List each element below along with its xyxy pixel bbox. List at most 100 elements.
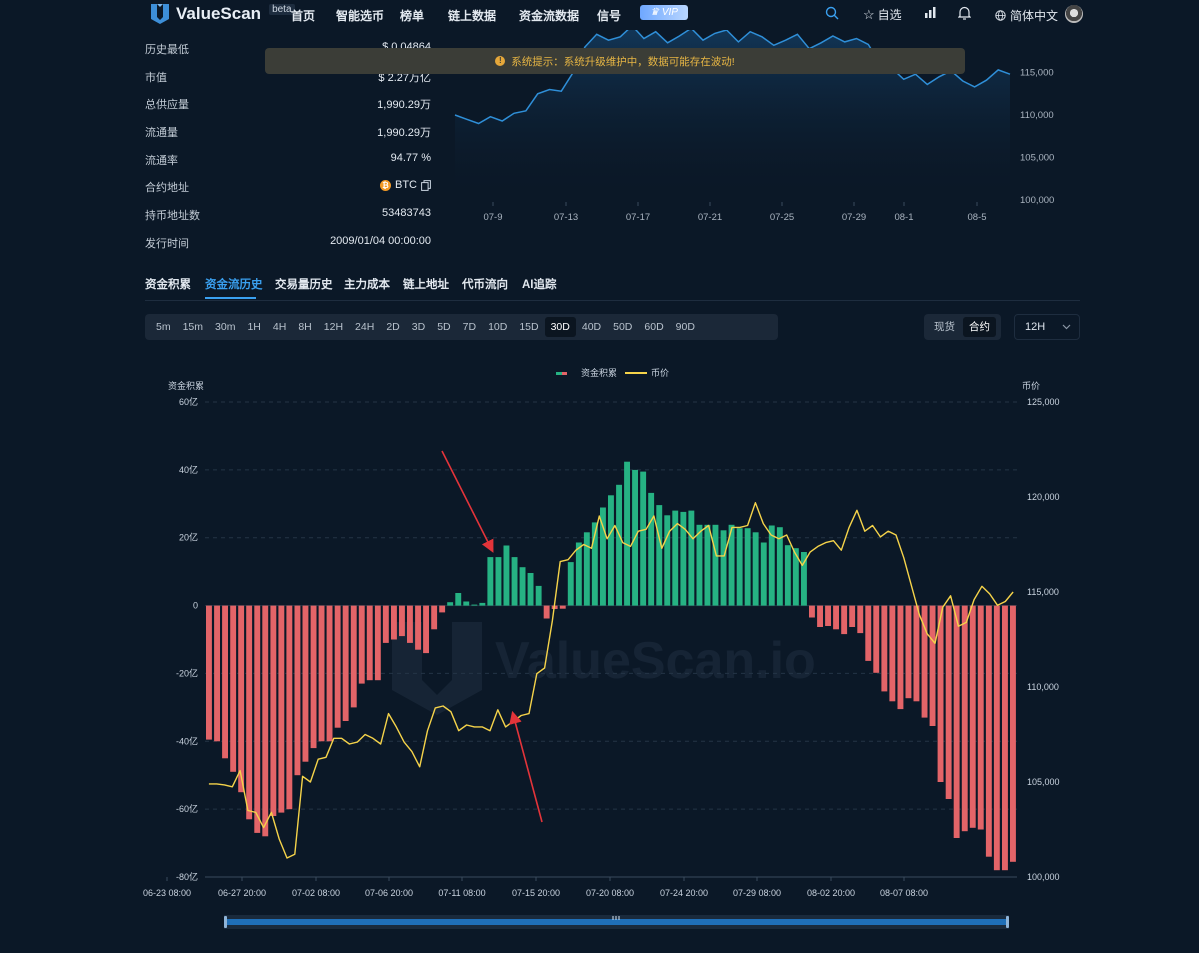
y-left-tick: 60亿 [179, 396, 198, 407]
tab-main-cost[interactable]: 主力成本 [344, 279, 390, 291]
fund-bar [575, 542, 582, 606]
fund-bar [334, 605, 341, 728]
fund-bar [768, 525, 775, 606]
period-30d[interactable]: 30D [544, 317, 576, 337]
period-10d[interactable]: 10D [488, 321, 508, 333]
nav-item-home[interactable]: 首页 [291, 9, 316, 23]
fund-bar [825, 605, 831, 626]
fund-bar [921, 605, 928, 718]
valuescan-logo-icon [151, 4, 169, 24]
period-2d[interactable]: 2D [386, 321, 400, 333]
favorites-button[interactable]: ☆ 自选 [863, 6, 902, 23]
search-icon[interactable] [825, 6, 839, 20]
period-30m[interactable]: 30m [215, 321, 236, 333]
logo[interactable]: ValueScan beta [150, 3, 295, 25]
period-15d[interactable]: 15D [519, 321, 539, 333]
slider-grip-icon[interactable] [612, 916, 620, 920]
fund-bar [310, 605, 317, 749]
tab-volume-history[interactable]: 交易量历史 [275, 279, 333, 291]
chart-zoom-slider[interactable] [224, 915, 1009, 929]
fund-bar [897, 605, 904, 710]
fund-bar [961, 605, 968, 832]
fund-bar [471, 604, 478, 606]
nav-item-onchain-data[interactable]: 链上数据 [448, 9, 497, 23]
info-row-holder-addresses: 持币地址数 53483743 [145, 204, 431, 224]
avatar[interactable] [1065, 5, 1083, 23]
fund-bar [238, 605, 245, 793]
period-50d[interactable]: 50D [613, 321, 633, 333]
x-tick: 07-06 20:00 [365, 888, 413, 898]
market-spot[interactable]: 现货 [934, 321, 955, 333]
period-8h[interactable]: 8H [298, 321, 312, 333]
info-row-circulating-supply: 流通量 1,990.29万 [145, 121, 431, 141]
period-40d[interactable]: 40D [581, 321, 602, 333]
fund-bar [455, 593, 462, 606]
chart-icon[interactable] [924, 6, 937, 19]
price-line [208, 501, 1014, 859]
app-name: ValueScan [176, 4, 262, 23]
period-4h[interactable]: 4H [272, 321, 287, 333]
slider-right-handle[interactable] [1006, 916, 1009, 928]
period-15m[interactable]: 15m [182, 321, 204, 333]
copy-icon[interactable] [421, 179, 431, 191]
tab-onchain-address[interactable]: 链上地址 [403, 279, 449, 291]
nav-item-smart-picks[interactable]: 智能选币 [336, 9, 385, 23]
legend-price: 币价 [651, 368, 669, 378]
period-1h[interactable]: 1H [247, 321, 261, 333]
mini-y-tick: 100,000 [1020, 195, 1054, 206]
fund-bar [945, 605, 952, 799]
legend-swatch-price [625, 372, 647, 374]
fund-bar [809, 605, 815, 618]
fund-bar [736, 528, 743, 606]
tab-fund-flow-history[interactable]: 资金流历史 [205, 279, 263, 291]
fund-bar [672, 510, 679, 606]
fund-bar [423, 605, 429, 654]
info-label: 总供应量 [145, 99, 189, 111]
fund-bar [407, 605, 413, 643]
beta-badge: beta [269, 3, 295, 15]
y-left-axis-name: 资金积累 [168, 380, 204, 391]
info-row-total-supply: 总供应量 1,990.29万 [145, 93, 431, 113]
y-right-tick: 100,000 [1027, 872, 1060, 882]
fund-bar [527, 573, 534, 606]
crown-icon: ♛ [650, 7, 660, 18]
slider-left-handle[interactable] [224, 916, 227, 928]
market-futures[interactable]: 合约 [963, 317, 996, 337]
nav-item-fund-flow[interactable]: 资金流数据 [519, 9, 580, 23]
fund-bar [1010, 605, 1016, 862]
fund-bar [246, 605, 253, 820]
period-24h[interactable]: 24H [355, 321, 375, 333]
period-5m[interactable]: 5m [156, 321, 171, 333]
bell-icon[interactable] [958, 6, 971, 20]
info-label: 发行时间 [145, 238, 189, 250]
period-5d[interactable]: 5D [437, 321, 451, 333]
y-left-tick: -60亿 [176, 803, 198, 814]
fund-bar [600, 507, 606, 606]
period-60d[interactable]: 60D [644, 321, 664, 333]
fund-bar [696, 524, 703, 606]
tab-ai-tracking[interactable]: AI追踪 [522, 279, 557, 291]
nav-item-rankings[interactable]: 榜单 [400, 9, 425, 23]
fund-bar [841, 605, 848, 635]
fund-bar [857, 605, 864, 634]
tab-token-flow[interactable]: 代币流向 [462, 279, 508, 291]
mini-x-tick: 07-25 [770, 212, 794, 223]
interval-select[interactable]: 12H [1014, 314, 1080, 340]
language-selector[interactable]: 简体中文 [995, 7, 1058, 24]
tab-fund-accumulation[interactable]: 资金积累 [145, 279, 191, 291]
period-90d[interactable]: 90D [675, 321, 695, 333]
fund-bar [640, 471, 647, 606]
fund-bar [567, 562, 574, 606]
nav-item-signals[interactable]: 信号 [597, 9, 622, 23]
watermark-text: ValueScan.io [495, 632, 816, 690]
vip-badge[interactable]: ♛ VIP [640, 5, 688, 20]
period-3d[interactable]: 3D [411, 321, 426, 333]
period-12h[interactable]: 12H [323, 321, 344, 333]
info-row-circulation-rate: 流通率 94.77 % [145, 149, 431, 169]
period-7d[interactable]: 7D [462, 321, 477, 333]
fund-bar [905, 605, 912, 699]
x-tick: 07-11 08:00 [438, 888, 485, 898]
fund-bar [214, 605, 220, 742]
fund-bar [583, 532, 590, 606]
